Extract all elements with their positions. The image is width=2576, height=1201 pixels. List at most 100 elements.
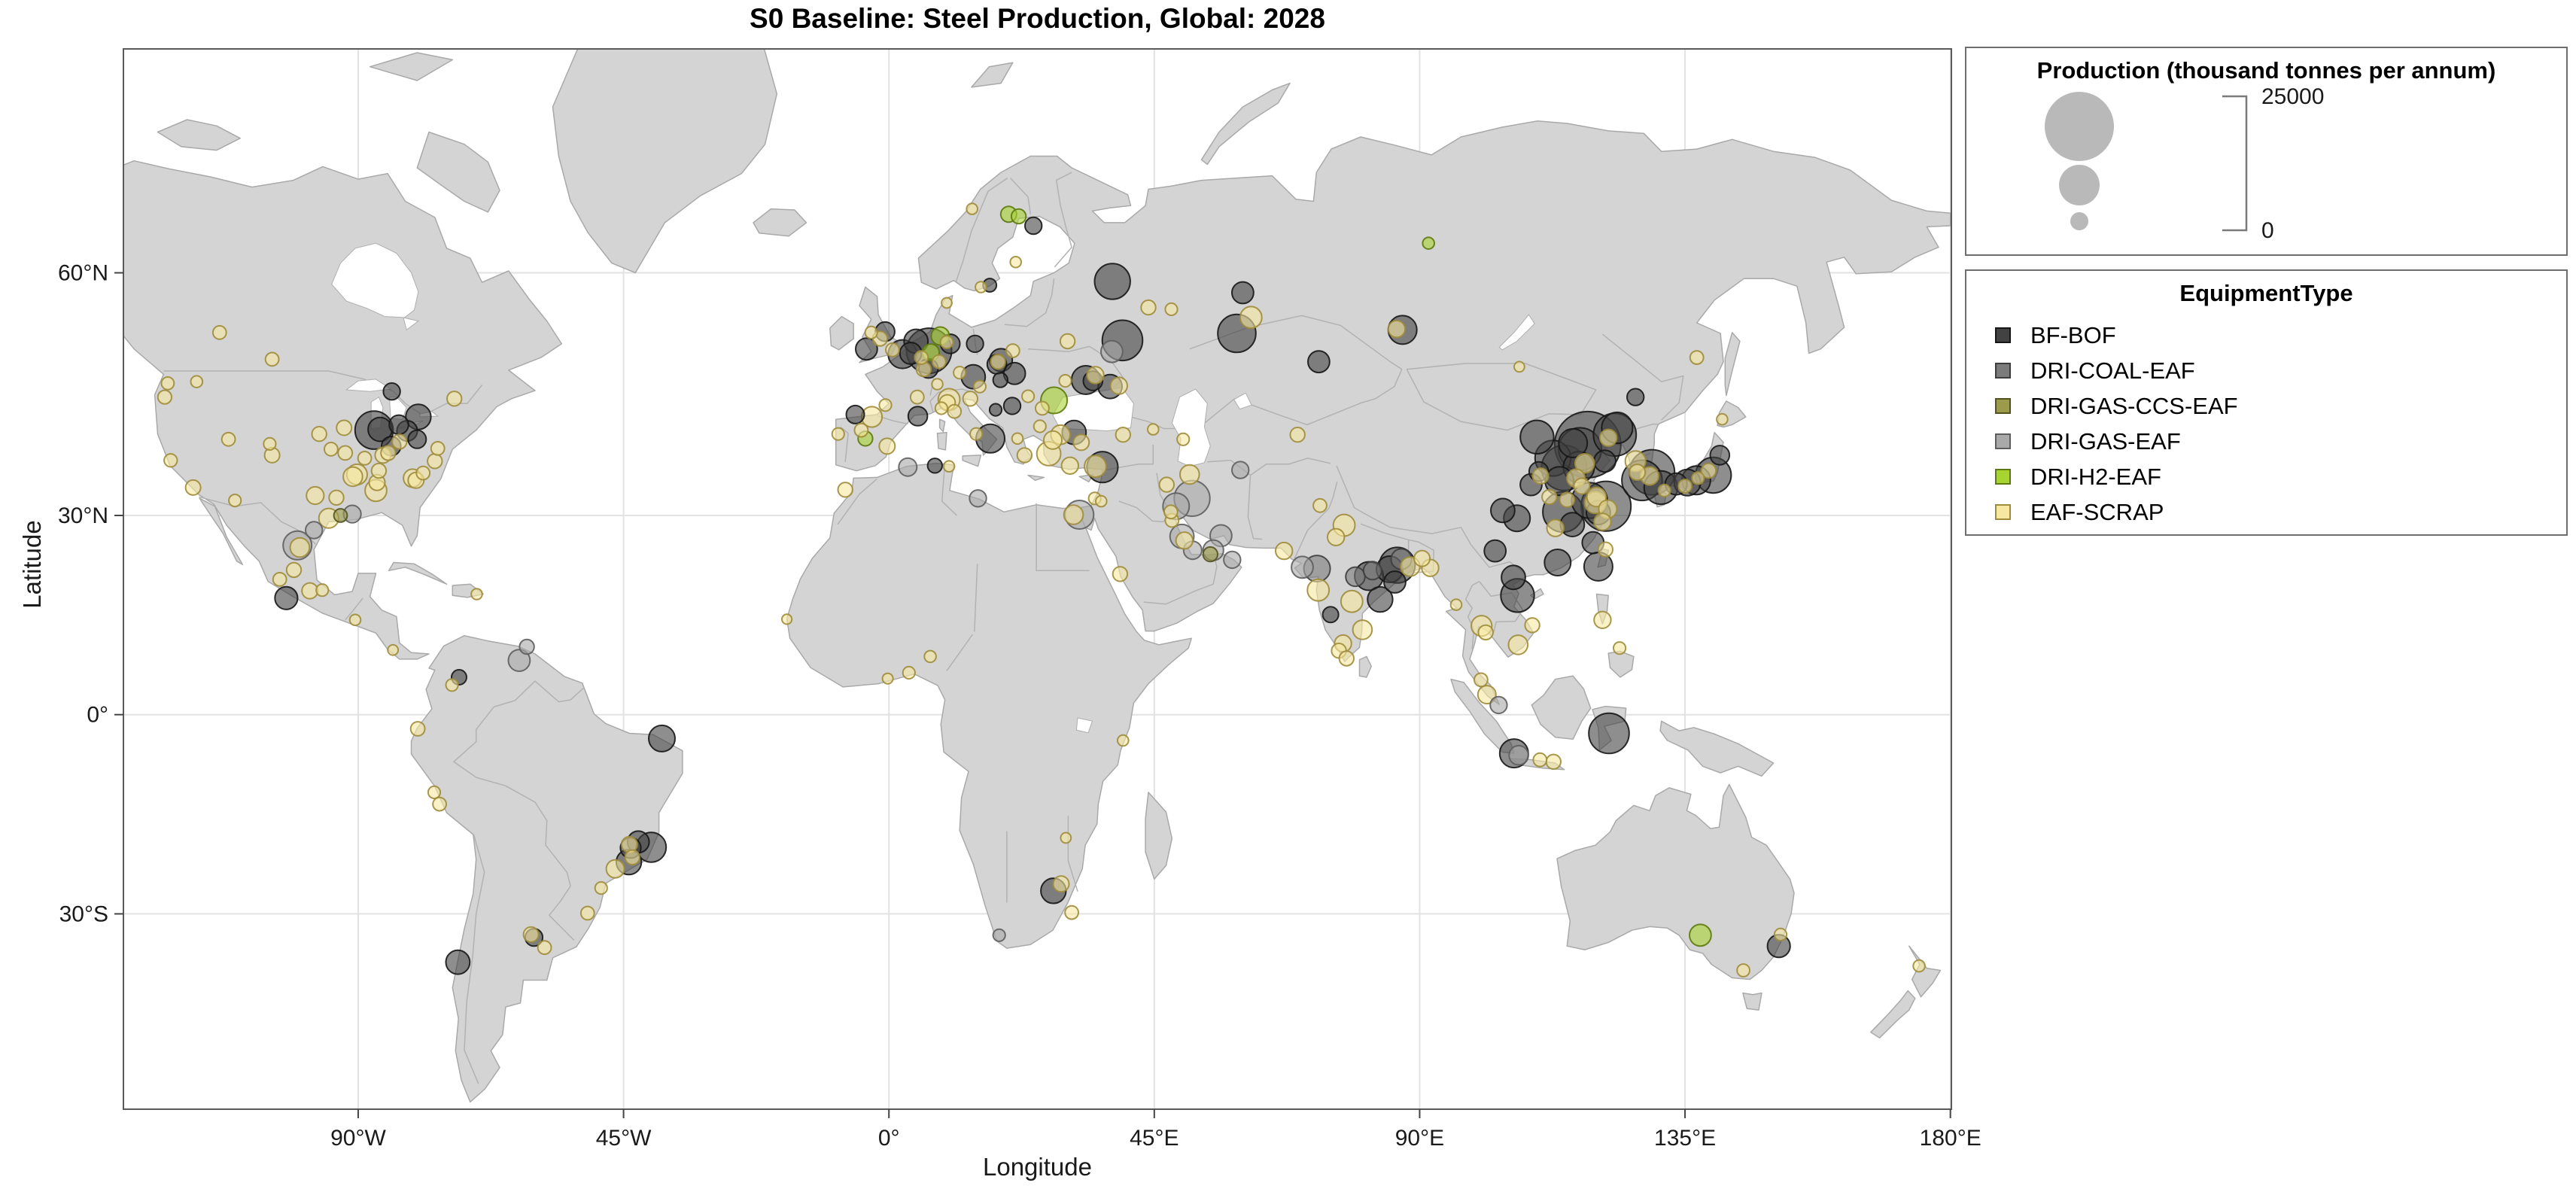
production-bubble	[1691, 471, 1705, 485]
production-bubble	[301, 582, 319, 600]
production-bubble	[305, 521, 324, 540]
production-bubble	[934, 401, 949, 415]
production-bubble	[781, 613, 793, 625]
production-bubble	[1657, 483, 1671, 497]
production-bubble	[942, 460, 956, 473]
production-bubble	[272, 572, 287, 587]
landmass	[1659, 720, 1775, 777]
country-border	[974, 564, 978, 632]
production-bubble	[1689, 923, 1712, 947]
legend-item-label: DRI-COAL-EAF	[2030, 357, 2195, 384]
production-bubble	[1202, 546, 1219, 563]
production-bubble	[878, 398, 893, 412]
country-border	[941, 462, 957, 516]
production-bubble	[1072, 433, 1090, 452]
production-bubble	[1239, 306, 1263, 330]
legend-item-label: EAF-SCRAP	[2030, 498, 2164, 525]
production-bubble	[990, 354, 1006, 370]
production-bubble	[1058, 374, 1072, 388]
production-bubble	[1545, 753, 1562, 770]
production-bubble	[1016, 447, 1033, 464]
production-bubble	[1531, 467, 1550, 485]
landmass	[416, 131, 500, 213]
x-tick-label: 90°E	[1395, 1126, 1444, 1151]
production-bubble	[289, 537, 311, 558]
legend-swatch	[1995, 469, 2011, 485]
x-axis-label: Longitude	[983, 1153, 1092, 1181]
country-border	[1104, 444, 1154, 471]
production-bubble	[1513, 360, 1525, 373]
production-bubble	[380, 445, 397, 461]
production-bubble	[1179, 464, 1200, 485]
production-bubble	[382, 382, 401, 401]
production-bubble	[306, 485, 325, 506]
production-bubble	[1176, 432, 1191, 446]
production-bubble	[427, 453, 443, 470]
equipment-legend-items: BF-BOF DRI-COAL-EAF DRI-GAS-CCS-EAF DRI-GAS…	[1966, 307, 2566, 530]
x-tick-label: 45°W	[596, 1126, 652, 1151]
country-border	[464, 834, 485, 1084]
production-bubble	[953, 366, 967, 380]
lake	[1171, 388, 1211, 467]
production-bubble	[1086, 366, 1105, 385]
production-bubble	[1573, 477, 1591, 495]
production-bubble	[931, 354, 947, 369]
production-bubble	[1112, 566, 1129, 582]
production-bubble	[1422, 236, 1435, 251]
production-bubble	[1009, 256, 1022, 269]
y-tick-label: 30°S	[59, 902, 108, 926]
production-bubble	[445, 949, 471, 975]
production-bubble	[1387, 320, 1407, 339]
country-border	[1036, 503, 1090, 572]
legend-swatch	[1995, 433, 2011, 449]
size-legend-bracket	[2222, 95, 2248, 232]
production-bubble	[1490, 497, 1516, 524]
production-bubble	[898, 457, 918, 477]
legend-swatch	[1995, 363, 2011, 379]
country-border	[1143, 557, 1218, 605]
production-bubble	[1175, 531, 1194, 550]
production-bubble	[348, 613, 362, 627]
country-border	[1004, 278, 1055, 327]
production-bubble	[992, 372, 1009, 388]
production-bubble	[1158, 476, 1175, 493]
production-bubble	[1338, 650, 1355, 667]
production-bubble	[648, 724, 676, 753]
production-bubble	[1700, 462, 1717, 479]
production-bubble	[1507, 634, 1529, 655]
production-bubble	[519, 638, 535, 655]
country-border	[345, 597, 363, 621]
x-tick-label: 135°E	[1654, 1126, 1716, 1151]
production-bubble	[1716, 412, 1729, 426]
production-bubble	[333, 508, 348, 523]
production-bubble	[1063, 504, 1084, 525]
production-bubble	[1084, 455, 1107, 479]
production-bubble	[315, 583, 330, 597]
production-bubble	[837, 482, 853, 498]
production-bubble	[1060, 456, 1080, 475]
country-border	[1336, 465, 1461, 534]
landmass	[1027, 474, 1045, 482]
production-bubble	[1117, 734, 1130, 747]
landmass	[829, 315, 854, 351]
country-border	[1250, 458, 1331, 476]
production-bubble	[1709, 445, 1731, 466]
production-bubble	[1043, 430, 1063, 450]
production-bubble	[415, 465, 431, 481]
production-bubble	[1501, 564, 1526, 591]
production-bubble	[1095, 494, 1108, 508]
production-bubble	[1559, 491, 1576, 508]
production-bubble	[1574, 453, 1595, 474]
production-bubble	[1677, 479, 1693, 494]
production-bubble	[1140, 299, 1157, 316]
production-bubble	[1275, 541, 1294, 561]
production-bubble	[1367, 585, 1394, 613]
production-bubble	[864, 325, 878, 339]
production-bubble	[1489, 695, 1508, 715]
axes-box	[123, 48, 1952, 1110]
production-bubble	[328, 489, 345, 506]
size-legend-circle-small	[2070, 212, 2088, 230]
production-bubble	[1100, 339, 1124, 363]
production-bubble	[579, 905, 595, 921]
production-bubble	[1060, 832, 1072, 844]
